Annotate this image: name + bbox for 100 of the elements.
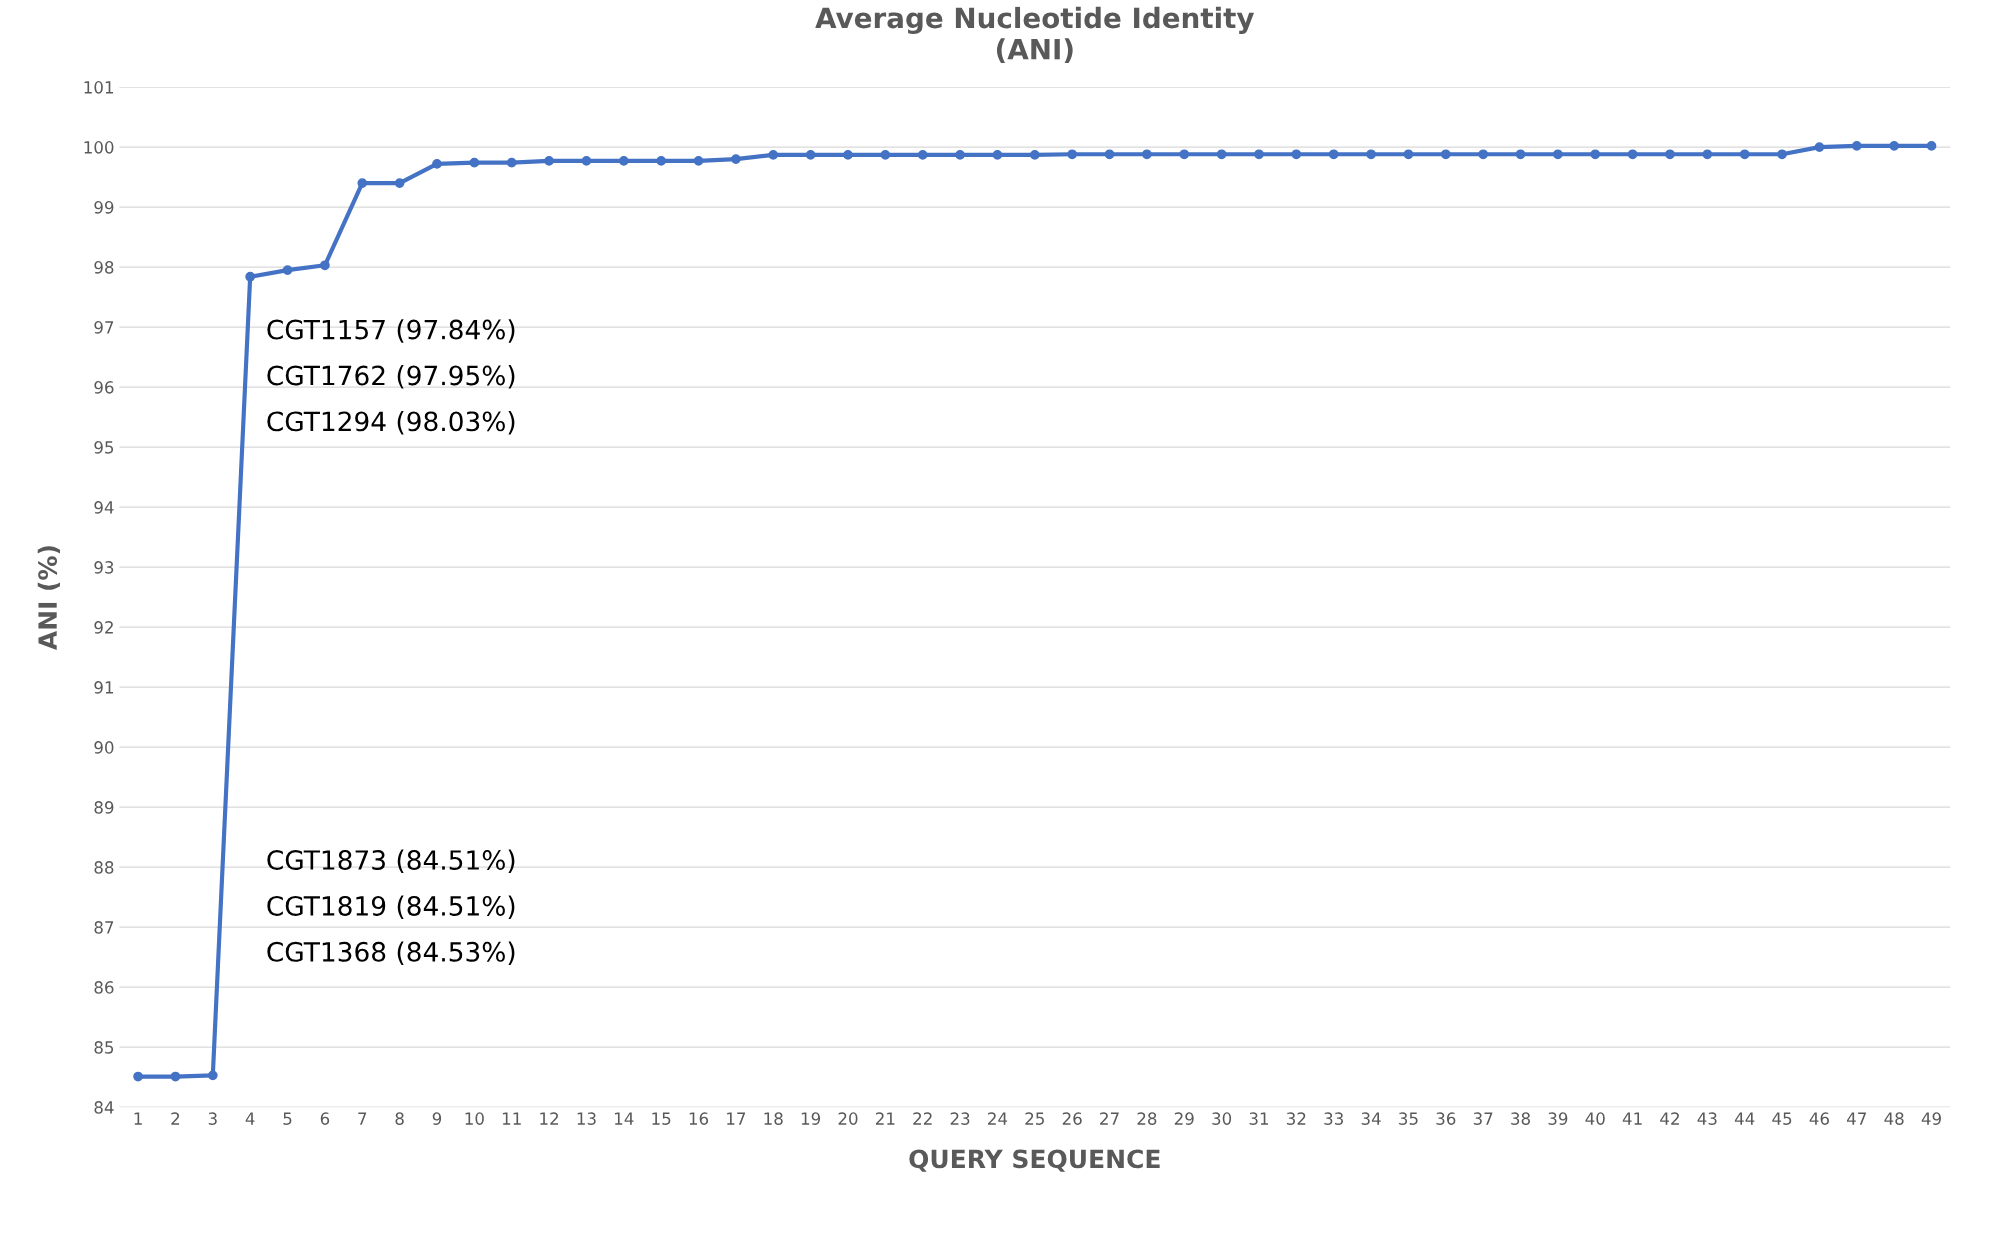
point xyxy=(357,178,368,188)
y-tick-label: 89 xyxy=(94,801,114,814)
x-tick-label: 6 xyxy=(320,1112,330,1125)
point xyxy=(1029,150,1040,160)
point xyxy=(992,150,1003,160)
point xyxy=(506,157,517,168)
x-tick-label: 26 xyxy=(1062,1112,1082,1125)
point xyxy=(805,150,816,160)
x-tick-label: 12 xyxy=(540,1112,559,1125)
x-tick-label: 23 xyxy=(950,1112,970,1125)
x-tick-label: 28 xyxy=(1137,1112,1157,1125)
y-tick-label: 88 xyxy=(94,861,114,874)
point xyxy=(955,150,965,160)
point xyxy=(245,271,256,282)
x-tick-label: 2 xyxy=(171,1112,180,1125)
x-tick-label: 33 xyxy=(1324,1112,1343,1125)
point xyxy=(618,156,629,166)
point xyxy=(170,1071,181,1082)
x-tick-label: 7 xyxy=(358,1112,367,1125)
x-tick-label: 45 xyxy=(1772,1112,1792,1125)
x-tick-label: 41 xyxy=(1622,1112,1642,1125)
x-tick-label: 14 xyxy=(615,1112,634,1125)
x-tick-label: 36 xyxy=(1436,1112,1456,1125)
annotation: CGT1294 (98.03%) xyxy=(267,410,515,435)
point xyxy=(432,159,442,169)
point xyxy=(1104,149,1115,160)
point xyxy=(656,156,667,166)
x-tick-label: 48 xyxy=(1884,1112,1904,1125)
point xyxy=(1328,149,1339,160)
y-tick-label: 97 xyxy=(94,321,114,334)
y-axis-title: ANI (%) xyxy=(37,546,60,651)
y-tick-label: 101 xyxy=(84,81,113,94)
x-tick-label: 18 xyxy=(764,1112,783,1125)
point xyxy=(133,1071,143,1082)
x-tick-label: 15 xyxy=(652,1112,671,1125)
point xyxy=(544,156,554,166)
y-tick-label: 99 xyxy=(94,201,114,214)
y-tick-label: 93 xyxy=(94,561,114,574)
y-tick-label: 95 xyxy=(94,441,114,454)
point xyxy=(917,150,928,160)
x-tick-label: 46 xyxy=(1809,1112,1829,1125)
x-tick-label: 16 xyxy=(689,1112,709,1125)
point xyxy=(207,1070,218,1081)
point xyxy=(1440,149,1451,160)
x-tick-label: 40 xyxy=(1585,1112,1605,1125)
x-tick-label: 47 xyxy=(1847,1112,1866,1125)
x-tick-label: 31 xyxy=(1249,1112,1269,1125)
x-tick-label: 37 xyxy=(1473,1112,1493,1125)
annotation: CGT1873 (84.51%) xyxy=(267,849,515,874)
point xyxy=(394,178,405,188)
y-tick-label: 85 xyxy=(94,1041,114,1054)
y-tick-label: 96 xyxy=(94,381,114,394)
x-tick-label: 42 xyxy=(1660,1112,1679,1125)
point xyxy=(1851,141,1862,151)
x-tick-label: 19 xyxy=(801,1112,821,1125)
x-tick-label: 13 xyxy=(577,1112,596,1125)
y-tick-label: 86 xyxy=(94,981,114,994)
point xyxy=(768,150,779,160)
x-tick-label: 49 xyxy=(1921,1112,1941,1125)
y-tick-label: 94 xyxy=(94,501,114,514)
point xyxy=(1665,149,1675,160)
point xyxy=(1067,149,1078,160)
point xyxy=(1553,149,1563,160)
point xyxy=(1926,141,1937,151)
x-tick-label: 24 xyxy=(988,1112,1008,1125)
point xyxy=(731,154,741,164)
x-tick-label: 11 xyxy=(502,1112,521,1125)
y-tick-label: 98 xyxy=(94,261,114,274)
point xyxy=(1814,142,1825,152)
x-tick-label: 38 xyxy=(1511,1112,1530,1125)
x-tick-label: 3 xyxy=(208,1112,217,1125)
point xyxy=(1739,149,1750,160)
y-tick-label: 100 xyxy=(84,141,114,154)
point xyxy=(1179,149,1190,160)
point xyxy=(1216,149,1227,160)
x-tick-label: 17 xyxy=(727,1112,746,1125)
chart-title: Average Nucleotide Identity (ANI) xyxy=(815,6,1255,63)
y-tick-label: 84 xyxy=(94,1101,114,1114)
annotation: CGT1762 (97.95%) xyxy=(267,365,515,389)
point xyxy=(1702,149,1713,160)
x-tick-label: 44 xyxy=(1734,1112,1755,1125)
x-tick-label: 43 xyxy=(1697,1112,1717,1125)
point xyxy=(1403,149,1414,160)
point xyxy=(1254,149,1264,160)
y-tick-label: 91 xyxy=(94,681,113,694)
x-tick-label: 30 xyxy=(1212,1112,1232,1125)
y-tick-label: 87 xyxy=(94,921,114,934)
x-tick-label: 27 xyxy=(1100,1112,1119,1125)
annotation: CGT1368 (84.53%) xyxy=(267,941,515,965)
annotation: CGT1157 (97.84%) xyxy=(267,319,515,343)
x-axis-title: QUERY SEQUENCE xyxy=(909,1149,1160,1172)
x-tick-label: 39 xyxy=(1548,1112,1568,1125)
point xyxy=(693,156,704,166)
point xyxy=(1291,149,1302,160)
x-tick-label: 21 xyxy=(875,1112,895,1125)
y-tick-label: 90 xyxy=(94,741,114,754)
point xyxy=(1142,149,1152,160)
x-tick-label: 35 xyxy=(1399,1112,1418,1125)
point xyxy=(1366,149,1376,160)
point xyxy=(581,156,592,166)
